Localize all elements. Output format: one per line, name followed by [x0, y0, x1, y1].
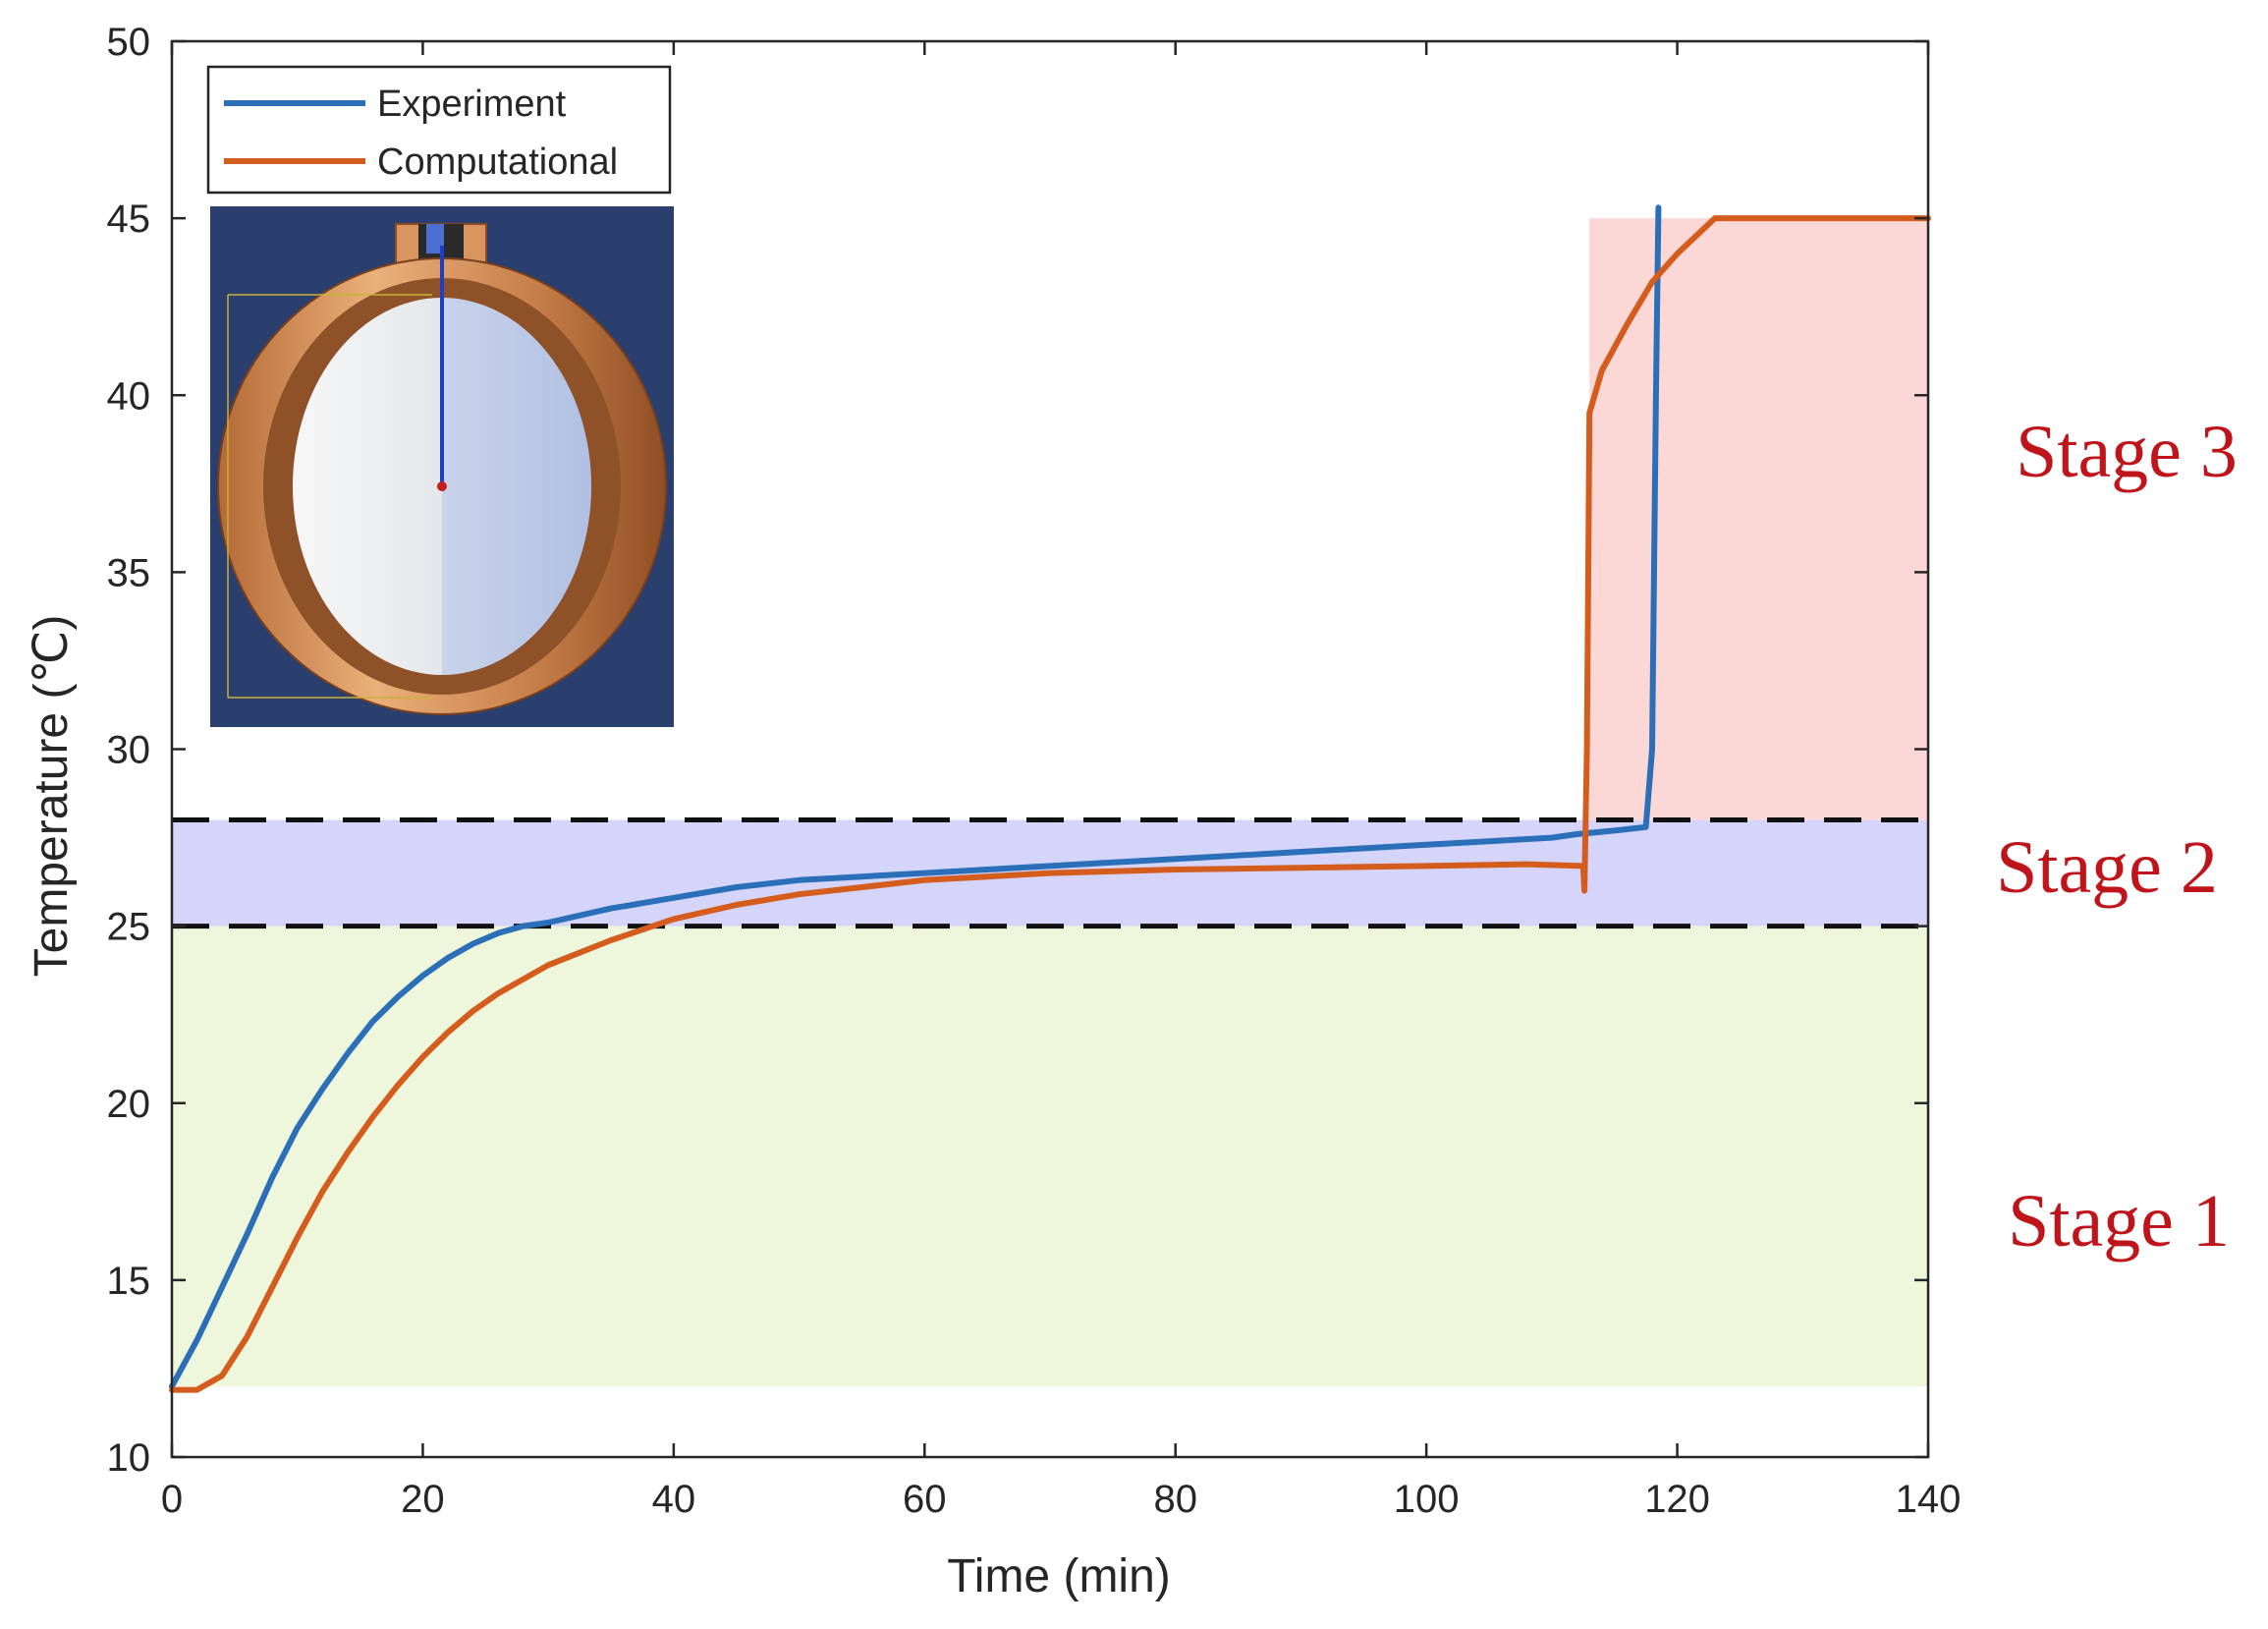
x-tick-label: 80: [1153, 1478, 1197, 1521]
y-tick-label: 45: [107, 197, 151, 241]
y-tick-label: 35: [107, 551, 151, 594]
data-series: [169, 204, 1931, 1393]
stage-region-1: [172, 926, 1928, 1386]
x-tick-label: 140: [1896, 1478, 1962, 1521]
x-tick-label: 60: [903, 1478, 947, 1521]
x-tick-label: 40: [652, 1478, 696, 1521]
legend-box: [206, 65, 672, 195]
copper-sphere-cross-section-icon: [217, 223, 667, 715]
y-tick-label: 25: [107, 906, 151, 949]
legend-label-experiment: Experiment: [377, 84, 567, 125]
legend-label-computational: Computational: [377, 141, 618, 183]
y-tick-label: 20: [107, 1083, 151, 1126]
inset-sphere-image: [210, 206, 674, 727]
stage-1-label: Stage 1: [2008, 1180, 2230, 1263]
legend: Experiment Computational: [206, 65, 672, 195]
stage-2-label: Stage 2: [1996, 826, 2218, 909]
x-tick-label: 0: [161, 1478, 183, 1521]
series-line-computational: [169, 215, 1931, 1393]
y-tick-label: 40: [107, 374, 151, 418]
y-tick-label: 10: [107, 1436, 151, 1480]
y-tick-label: 50: [107, 21, 151, 64]
y-tick-label: 30: [107, 729, 151, 772]
stage-threshold-lines: [172, 817, 1928, 929]
y-axis-ticks: 10 15 20 25 30 35 40 45 50: [107, 21, 1928, 1480]
stage-3-label: Stage 3: [2016, 411, 2238, 493]
x-tick-label: 20: [401, 1478, 445, 1521]
y-axis-title: Temperature (℃): [26, 615, 78, 978]
x-axis-title: Time (min): [947, 1550, 1171, 1602]
y-tick-label: 15: [107, 1260, 151, 1303]
stage-region-3: [1589, 218, 1928, 820]
x-tick-label: 120: [1644, 1478, 1710, 1521]
x-axis-ticks: 0 20 40 60 80 100 120 140: [161, 41, 1962, 1521]
x-tick-label: 100: [1394, 1478, 1460, 1521]
series-line-experiment: [169, 204, 1662, 1389]
